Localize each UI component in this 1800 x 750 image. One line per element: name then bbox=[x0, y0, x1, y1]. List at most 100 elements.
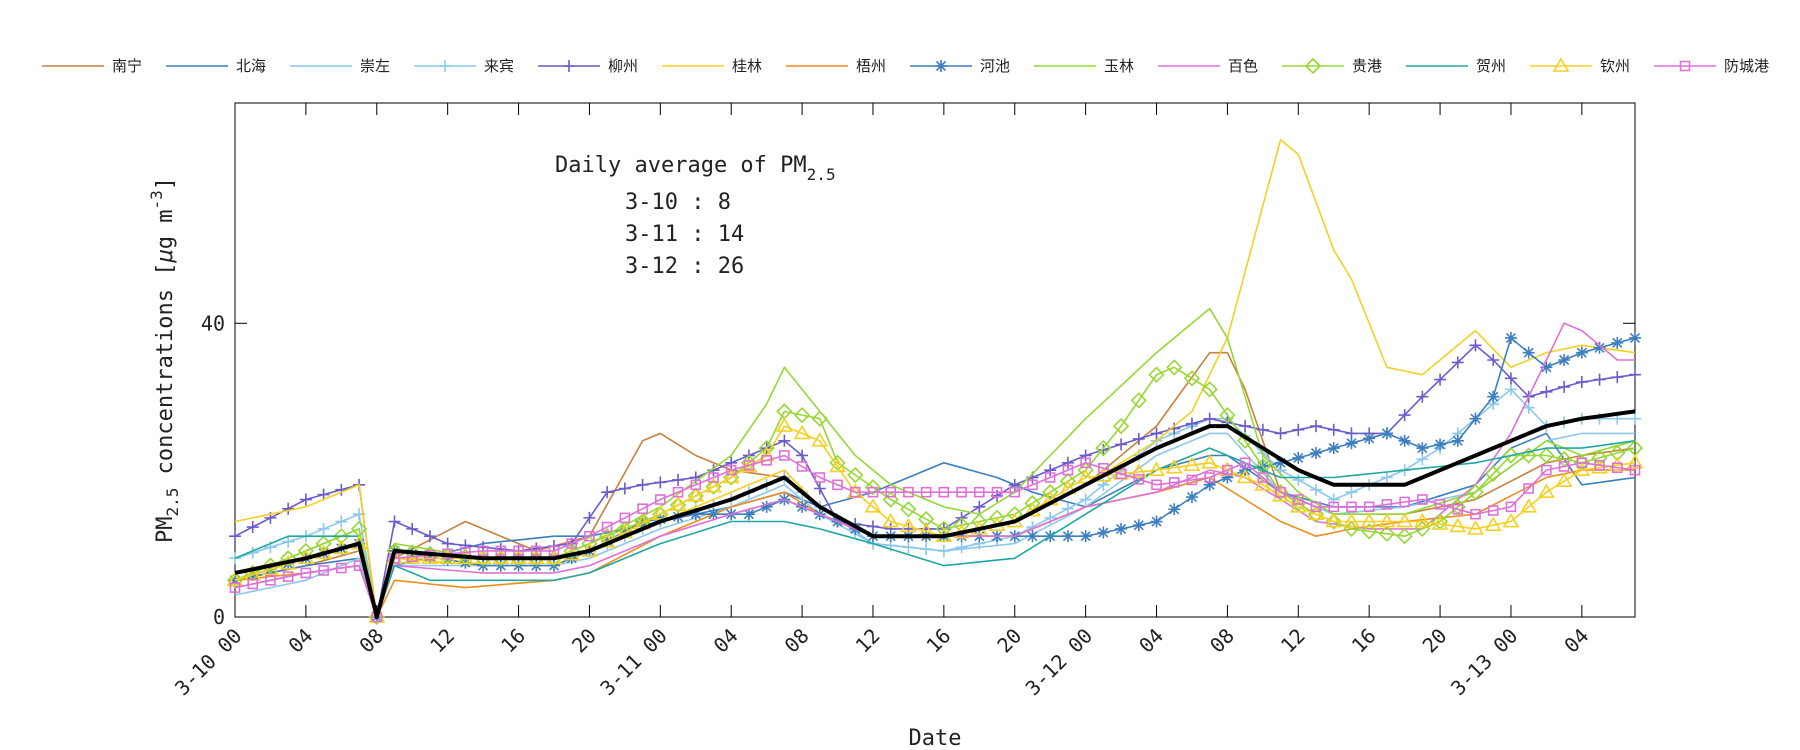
annotation-line-1: 3-10 : 8 bbox=[625, 190, 731, 215]
legend-label: 崇左 bbox=[360, 57, 390, 75]
data-point-防城港 bbox=[1204, 472, 1215, 483]
data-point-贵港 bbox=[1502, 447, 1520, 464]
data-point-柳州 bbox=[636, 478, 649, 491]
data-point-钦州 bbox=[811, 432, 829, 447]
data-point-来宾 bbox=[1327, 493, 1340, 506]
data-point-柳州 bbox=[282, 502, 295, 515]
data-point-防城港 bbox=[1594, 459, 1605, 471]
data-point-贵港 bbox=[280, 550, 297, 567]
data-point-贵港 bbox=[1467, 484, 1484, 501]
data-point-钦州 bbox=[1413, 512, 1431, 528]
data-point-河池 bbox=[1327, 442, 1340, 455]
data-point-来宾 bbox=[955, 541, 968, 554]
data-point-防城港 bbox=[1558, 461, 1570, 472]
annotation-title: Daily average of PM2.5 bbox=[555, 153, 836, 184]
data-point-来宾 bbox=[282, 535, 295, 548]
legend-item-河池: 河池 bbox=[910, 57, 1010, 75]
data-point-钦州 bbox=[1484, 516, 1502, 532]
data-point-防城港 bbox=[300, 567, 312, 579]
data-point-河池 bbox=[1345, 437, 1358, 450]
data-point-河池 bbox=[423, 550, 436, 563]
data-point-防城港 bbox=[938, 486, 950, 498]
legend-label: 贵港 bbox=[1352, 57, 1382, 75]
data-point-贵港 bbox=[1485, 465, 1502, 482]
data-point-钦州 bbox=[1289, 498, 1307, 513]
data-point-防城港 bbox=[690, 479, 702, 491]
data-point-柳州 bbox=[1504, 372, 1517, 385]
data-point-钦州 bbox=[1201, 454, 1219, 469]
data-point-来宾 bbox=[1380, 471, 1393, 484]
data-point-防城港 bbox=[336, 562, 347, 574]
data-point-河池 bbox=[1504, 331, 1517, 344]
data-point-来宾 bbox=[1061, 502, 1074, 515]
data-point-柳州 bbox=[1097, 443, 1110, 456]
data-point-钦州 bbox=[1555, 472, 1573, 487]
data-point-防城港 bbox=[903, 486, 914, 498]
legend-item-来宾: 来宾 bbox=[414, 57, 514, 75]
data-point-河池 bbox=[1274, 456, 1287, 469]
data-point-柳州 bbox=[1310, 420, 1323, 433]
data-point-钦州 bbox=[669, 496, 687, 511]
data-point-钦州 bbox=[793, 424, 811, 440]
data-point-柳州 bbox=[778, 434, 791, 447]
data-point-柳州 bbox=[725, 456, 738, 469]
data-point-河池 bbox=[1203, 478, 1216, 491]
data-point-柳州 bbox=[973, 500, 986, 513]
data-point-河池 bbox=[1540, 361, 1553, 374]
data-point-贵港 bbox=[918, 510, 935, 528]
data-point-钦州 bbox=[775, 417, 793, 432]
data-point-河池 bbox=[1558, 354, 1571, 366]
data-point-防城港 bbox=[1434, 499, 1446, 510]
data-point-防城港 bbox=[247, 578, 259, 590]
data-point-防城港 bbox=[1399, 496, 1410, 508]
data-point-防城港 bbox=[637, 503, 648, 514]
data-point-钦州 bbox=[1608, 456, 1626, 472]
data-point-贵港 bbox=[811, 410, 828, 427]
legend-label: 防城港 bbox=[1724, 57, 1769, 75]
data-point-钦州 bbox=[1467, 520, 1484, 535]
data-point-钦州 bbox=[1236, 468, 1254, 484]
data-point-防城港 bbox=[477, 545, 489, 557]
data-point-河池 bbox=[1310, 447, 1323, 460]
data-point-防城港 bbox=[849, 486, 861, 498]
legend-label: 南宁 bbox=[112, 57, 142, 75]
data-point-河池 bbox=[760, 500, 773, 513]
data-point-贵港 bbox=[1201, 381, 1218, 398]
data-point-柳州 bbox=[1256, 423, 1269, 436]
data-point-防城港 bbox=[956, 486, 967, 498]
data-point-防城港 bbox=[725, 464, 737, 476]
data-point-柳州 bbox=[1611, 371, 1624, 384]
data-point-防城港 bbox=[1257, 472, 1269, 483]
data-point-柳州 bbox=[1150, 427, 1163, 440]
y-tick-label: 40 bbox=[201, 311, 225, 335]
data-point-柳州 bbox=[1185, 417, 1198, 430]
data-point-贵港 bbox=[1396, 528, 1413, 545]
series-average bbox=[234, 409, 1636, 619]
data-point-河池 bbox=[1363, 432, 1376, 445]
data-point-钦州 bbox=[687, 487, 705, 502]
series-贺州 bbox=[234, 440, 1636, 618]
data-point-钦州 bbox=[900, 517, 917, 533]
data-point-防城港 bbox=[672, 486, 684, 498]
data-point-河池 bbox=[742, 508, 755, 521]
data-point-河池 bbox=[1593, 341, 1606, 354]
data-point-钦州 bbox=[1325, 512, 1343, 528]
legend: 南宁 北海 崇左 来宾 柳州 桂林 梧州 河池 玉林 百色 贵港 贺州 钦州 防城港 bbox=[42, 57, 1769, 75]
data-point-河池 bbox=[707, 508, 720, 521]
data-point-防城港 bbox=[885, 486, 896, 498]
data-point-防城港 bbox=[1133, 474, 1145, 485]
legend-label: 玉林 bbox=[1104, 57, 1134, 75]
legend-marker bbox=[439, 60, 451, 72]
data-point-防城港 bbox=[601, 521, 613, 533]
data-point-柳州 bbox=[1434, 373, 1447, 386]
data-point-柳州 bbox=[1398, 409, 1411, 422]
series-防城港 bbox=[229, 450, 1641, 623]
data-point-防城港 bbox=[1009, 486, 1021, 498]
legend-item-防城港: 防城港 bbox=[1654, 57, 1769, 75]
data-point-柳州 bbox=[1274, 427, 1287, 440]
legend-marker bbox=[1552, 57, 1570, 72]
data-point-柳州 bbox=[423, 530, 436, 543]
data-point-防城港 bbox=[530, 545, 542, 557]
data-point-贵港 bbox=[1148, 366, 1165, 383]
legend-item-玉林: 玉林 bbox=[1034, 57, 1134, 75]
